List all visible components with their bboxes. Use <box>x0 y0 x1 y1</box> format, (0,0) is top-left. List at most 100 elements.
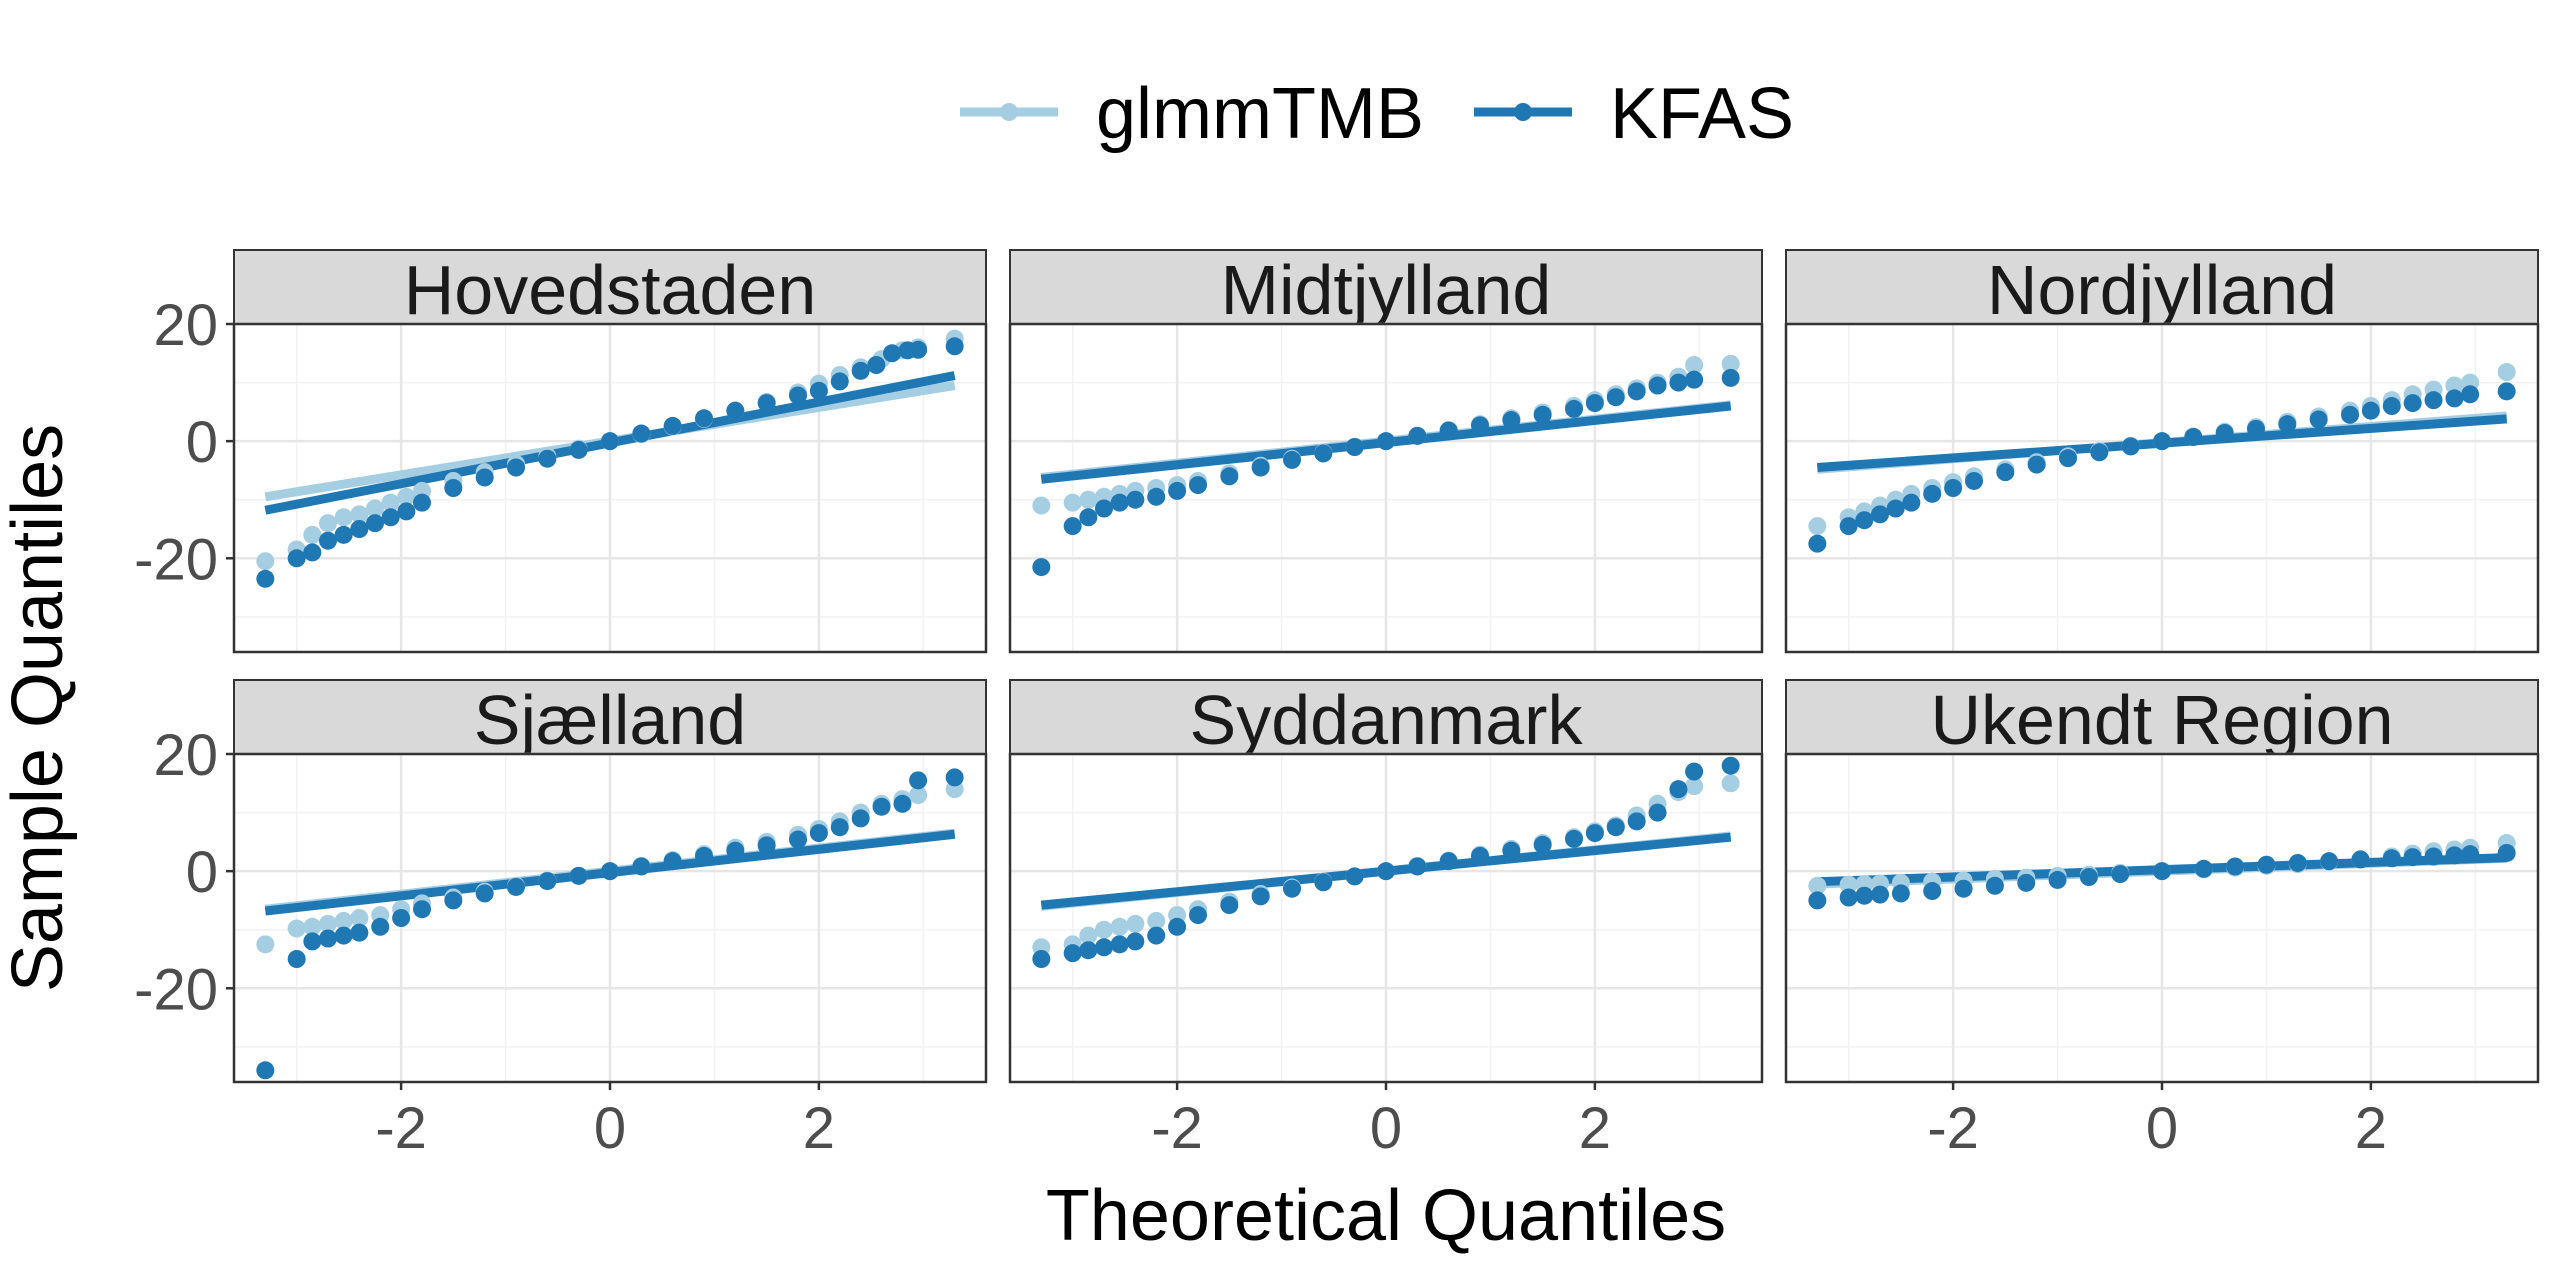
data-point-kfas <box>1095 499 1113 518</box>
data-point-kfas <box>1985 876 2004 895</box>
x-axis-label: Theoretical Quantiles <box>1046 1176 1726 1256</box>
data-point-kfas <box>909 340 928 359</box>
facet-title: Midtjylland <box>1221 251 1552 329</box>
data-point-kfas <box>2278 415 2297 434</box>
data-point-kfas <box>1669 373 1688 392</box>
data-point-kfas <box>2341 405 2359 424</box>
data-point-glmmtmb <box>2497 363 2516 382</box>
data-point-kfas <box>475 468 494 487</box>
data-point-kfas <box>2111 865 2130 884</box>
panel-data <box>1808 363 2516 553</box>
data-point-kfas <box>1471 846 1489 865</box>
data-point-kfas <box>1685 370 1704 389</box>
panel-data <box>1808 834 2516 910</box>
data-point-kfas <box>2184 428 2203 447</box>
facet-panel: Syddanmark -2 0 2 <box>1008 679 1764 1161</box>
data-point-kfas <box>2215 423 2234 442</box>
data-point-kfas <box>2027 455 2046 474</box>
data-point-kfas <box>2153 862 2171 881</box>
data-point-kfas <box>507 877 525 896</box>
data-point-kfas <box>287 950 306 968</box>
data-point-kfas <box>1283 450 1301 469</box>
data-point-kfas <box>1965 471 1983 490</box>
data-point-kfas <box>2309 410 2328 429</box>
data-point-kfas <box>1110 935 1129 954</box>
data-point-kfas <box>444 891 463 910</box>
data-point-kfas <box>1189 476 1207 495</box>
data-point-glmmtmb <box>397 487 416 506</box>
data-point-kfas <box>319 929 337 948</box>
data-point-kfas <box>1126 490 1145 509</box>
data-point-kfas <box>2461 845 2480 864</box>
y-tick-label: 0 <box>186 410 218 475</box>
x-tick-label: 2 <box>1579 1096 1611 1161</box>
data-point-kfas <box>1648 803 1667 822</box>
data-point-kfas <box>1502 411 1521 430</box>
data-point-kfas <box>1606 818 1625 837</box>
data-point-kfas <box>1808 534 1827 553</box>
data-point-kfas <box>909 771 928 790</box>
data-point-kfas <box>1095 938 1113 957</box>
facet-panel: Hovedstaden -20 0 20 <box>134 249 988 654</box>
data-point-glmmtmb <box>287 919 306 938</box>
x-tick-label: 0 <box>2146 1096 2178 1161</box>
data-point-kfas <box>1147 487 1166 506</box>
panel-border <box>1784 322 2540 654</box>
data-point-kfas <box>413 493 431 512</box>
data-point-kfas <box>2403 848 2422 867</box>
data-point-kfas <box>1808 891 1827 910</box>
data-point-kfas <box>757 394 776 413</box>
legend-key-point <box>1514 103 1532 121</box>
data-point-kfas <box>789 386 807 405</box>
data-point-kfas <box>726 401 745 420</box>
data-point-kfas <box>2226 857 2245 876</box>
data-point-kfas <box>867 356 886 374</box>
data-point-glmmtmb <box>1808 876 1827 895</box>
data-point-kfas <box>1345 867 1364 886</box>
facet-strip <box>1009 249 1763 325</box>
data-point-kfas <box>2247 419 2265 438</box>
data-point-glmmtmb <box>1126 914 1145 933</box>
data-point-kfas <box>632 424 651 443</box>
data-point-kfas <box>1377 862 1395 881</box>
data-point-kfas <box>1032 950 1051 968</box>
facet-strip <box>1785 249 2539 325</box>
data-point-kfas <box>287 549 306 568</box>
data-point-glmmtmb <box>1685 777 1704 796</box>
facet-strip <box>1785 679 2539 755</box>
data-point-glmmtmb <box>256 935 275 954</box>
data-point-kfas <box>1471 416 1489 435</box>
x-tick-label: 0 <box>1370 1096 1402 1161</box>
data-point-kfas <box>663 852 682 871</box>
facet-title: Hovedstaden <box>404 251 817 329</box>
data-point-kfas <box>1685 762 1704 781</box>
data-point-kfas <box>2320 852 2339 871</box>
facet-title: Syddanmark <box>1190 681 1584 759</box>
data-point-glmmtmb <box>334 911 353 930</box>
data-point-kfas <box>1648 376 1667 395</box>
data-point-kfas <box>1585 824 1604 843</box>
data-point-kfas <box>1886 499 1905 518</box>
data-point-kfas <box>303 932 322 951</box>
data-point-kfas <box>809 381 828 400</box>
data-point-glmmtmb <box>256 552 275 571</box>
data-point-kfas <box>1220 467 1239 486</box>
data-point-glmmtmb <box>1032 496 1051 515</box>
data-point-kfas <box>830 818 849 837</box>
data-point-kfas <box>2090 443 2109 462</box>
data-point-kfas <box>632 857 651 876</box>
data-point-kfas <box>256 569 275 588</box>
data-point-kfas <box>1855 511 1874 530</box>
data-point-glmmtmb <box>319 514 337 533</box>
data-point-kfas <box>883 344 901 363</box>
data-point-kfas <box>1220 896 1239 915</box>
data-point-kfas <box>569 866 588 885</box>
facet-title: Sjælland <box>474 681 746 759</box>
data-point-kfas <box>1871 505 1889 524</box>
data-point-glmmtmb <box>1685 356 1704 374</box>
data-point-kfas <box>538 449 557 468</box>
data-point-kfas <box>1839 517 1858 536</box>
data-point-kfas <box>2424 391 2443 410</box>
